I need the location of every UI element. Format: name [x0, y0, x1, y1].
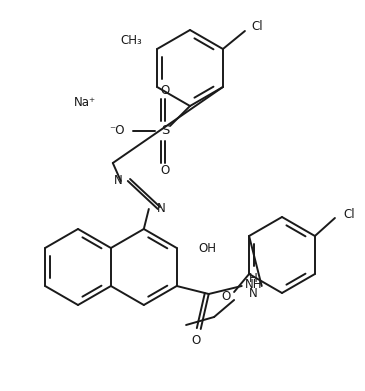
Text: O: O: [160, 84, 170, 97]
Text: NH: NH: [245, 278, 262, 291]
Text: ⁻O: ⁻O: [109, 124, 125, 138]
Text: Cl: Cl: [343, 208, 354, 221]
Text: O: O: [191, 334, 200, 348]
Text: H
N: H N: [249, 272, 258, 300]
Text: OH: OH: [199, 242, 217, 255]
Text: Cl: Cl: [251, 20, 262, 34]
Text: O: O: [160, 165, 170, 178]
Text: N: N: [114, 174, 123, 188]
Text: Na⁺: Na⁺: [74, 97, 96, 109]
Text: N: N: [157, 203, 166, 215]
Text: S: S: [161, 124, 169, 138]
Text: O: O: [222, 291, 231, 303]
Text: CH₃: CH₃: [120, 34, 142, 47]
